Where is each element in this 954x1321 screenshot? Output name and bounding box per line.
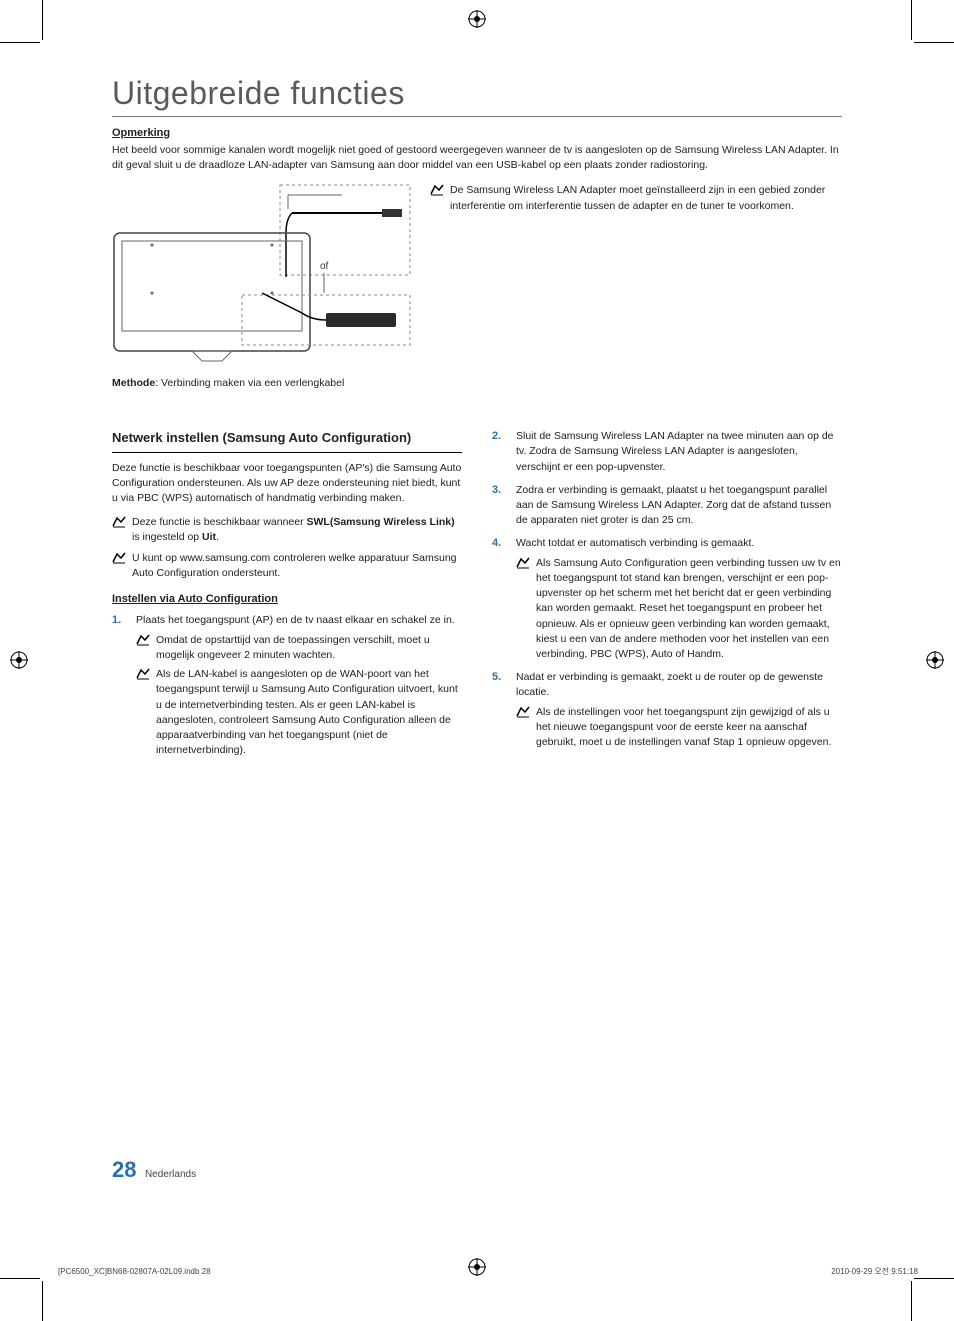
- note-heading: Opmerking: [112, 127, 842, 139]
- page-number-block: 28 Nederlands: [112, 1157, 196, 1183]
- steps-list: 2. Sluit de Samsung Wireless LAN Adapter…: [492, 429, 842, 750]
- note-body: Het beeld voor sommige kanalen wordt mog…: [112, 143, 842, 173]
- crop-mark: [911, 1281, 912, 1321]
- note-text: U kunt op www.samsung.com controleren we…: [132, 551, 462, 581]
- note-icon: [112, 552, 126, 569]
- registration-mark-icon: [468, 10, 486, 28]
- page-title: Uitgebreide functies: [112, 75, 842, 112]
- left-column: Netwerk instellen (Samsung Auto Configur…: [112, 429, 462, 766]
- step-number: 5.: [492, 670, 506, 750]
- list-item: 4. Wacht totdat er automatisch verbindin…: [492, 536, 842, 662]
- sub-heading: Instellen via Auto Configuration: [112, 592, 462, 608]
- footer-right: 2010-09-29 오전 9:51:18: [831, 1266, 918, 1277]
- step-number: 2.: [492, 429, 506, 475]
- title-underline: [112, 116, 842, 117]
- footer: [PC6500_XC]BN68-02807A-02L09.indb 28 201…: [58, 1266, 918, 1277]
- registration-mark-icon: [10, 651, 28, 669]
- columns: Netwerk instellen (Samsung Auto Configur…: [112, 429, 842, 766]
- page: Uitgebreide functies Opmerking Het beeld…: [0, 0, 954, 1321]
- step-body: Sluit de Samsung Wireless LAN Adapter na…: [516, 429, 842, 475]
- content-area: Uitgebreide functies Opmerking Het beeld…: [112, 75, 842, 766]
- note-line: Deze functie is beschikbaar wanneer SWL(…: [112, 515, 462, 545]
- list-item: 2. Sluit de Samsung Wireless LAN Adapter…: [492, 429, 842, 475]
- paragraph: Deze functie is beschikbaar voor toegang…: [112, 461, 462, 507]
- steps-list: 1. Plaats het toegangspunt (AP) en de tv…: [112, 613, 462, 758]
- diagram-of-label: of: [320, 261, 329, 272]
- step-note: Als de LAN-kabel is aangesloten op de WA…: [156, 667, 462, 758]
- step-number: 1.: [112, 613, 126, 758]
- step-body: Plaats het toegangspunt (AP) en de tv na…: [136, 613, 462, 758]
- step-note: Omdat de opstarttijd van de toepassingen…: [156, 633, 462, 663]
- step-body: Zodra er verbinding is gemaakt, plaatst …: [516, 483, 842, 529]
- note-icon: [112, 516, 126, 533]
- step-number: 4.: [492, 536, 506, 662]
- section-heading: Netwerk instellen (Samsung Auto Configur…: [112, 429, 462, 448]
- diagram-caption: Methode: Verbinding maken via een verlen…: [112, 376, 412, 391]
- note-text: Deze functie is beschikbaar wanneer SWL(…: [132, 515, 462, 545]
- diagram-caption-bold: Methode: [112, 377, 155, 389]
- footer-left: [PC6500_XC]BN68-02807A-02L09.indb 28: [58, 1267, 211, 1276]
- note-icon: [430, 184, 444, 201]
- crop-mark: [42, 0, 43, 40]
- diagram-caption-rest: : Verbinding maken via een verlengkabel: [155, 377, 344, 389]
- registration-mark-icon: [926, 651, 944, 669]
- crop-mark: [911, 0, 912, 40]
- note-icon: [136, 668, 150, 758]
- note-icon: [516, 557, 530, 663]
- list-item: 5. Nadat er verbinding is gemaakt, zoekt…: [492, 670, 842, 750]
- crop-mark: [914, 1278, 954, 1279]
- crop-mark: [914, 42, 954, 43]
- step-body: Nadat er verbinding is gemaakt, zoekt u …: [516, 670, 842, 750]
- step-body: Wacht totdat er automatisch verbinding i…: [516, 536, 842, 662]
- crop-mark: [0, 42, 40, 43]
- note-line: U kunt op www.samsung.com controleren we…: [112, 551, 462, 581]
- right-column: 2. Sluit de Samsung Wireless LAN Adapter…: [492, 429, 842, 766]
- top-note: De Samsung Wireless LAN Adapter moet geï…: [430, 183, 842, 391]
- step-note: Als de instellingen voor het toegangspun…: [536, 705, 842, 751]
- crop-mark: [42, 1281, 43, 1321]
- step-number: 3.: [492, 483, 506, 529]
- tv-adapter-diagram: of: [112, 183, 412, 363]
- diagram-block: of Methode: Verbinding maken via een ver…: [112, 183, 412, 391]
- top-row: of Methode: Verbinding maken via een ver…: [112, 183, 842, 391]
- page-number: 28: [112, 1157, 136, 1182]
- top-note-text: De Samsung Wireless LAN Adapter moet geï…: [450, 183, 842, 213]
- page-language: Nederlands: [145, 1169, 196, 1180]
- list-item: 1. Plaats het toegangspunt (AP) en de tv…: [112, 613, 462, 758]
- note-icon: [136, 634, 150, 663]
- registration-mark-icon: [468, 1258, 486, 1281]
- crop-mark: [0, 1278, 40, 1279]
- section-rule: [112, 452, 462, 453]
- note-icon: [516, 706, 530, 751]
- step-note: Als Samsung Auto Configuration geen verb…: [536, 556, 842, 663]
- list-item: 3. Zodra er verbinding is gemaakt, plaat…: [492, 483, 842, 529]
